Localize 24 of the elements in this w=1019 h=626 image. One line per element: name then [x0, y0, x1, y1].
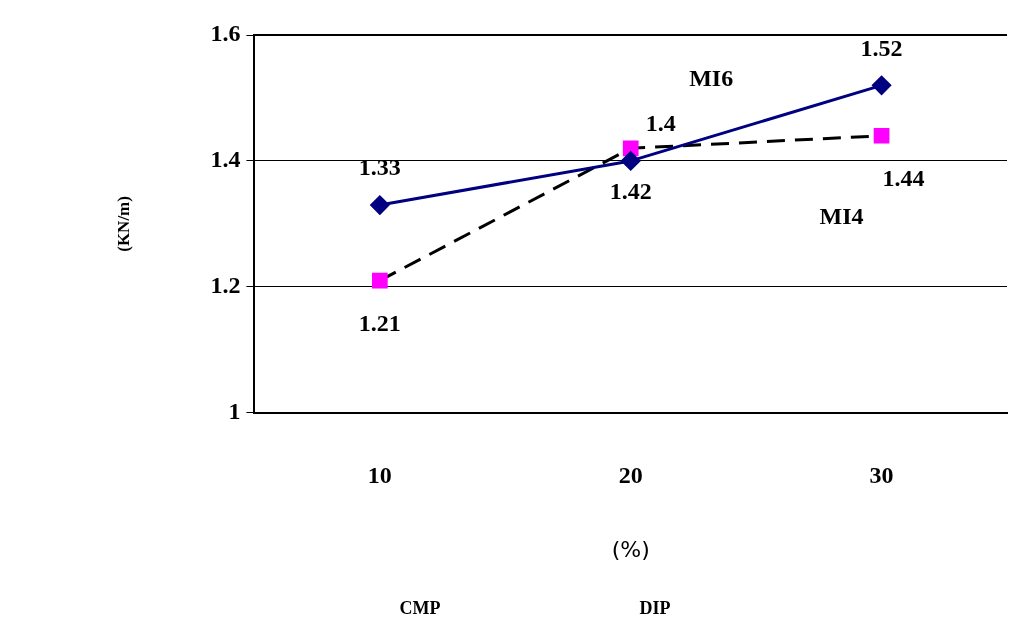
- data-label: 1.52: [860, 34, 903, 61]
- data-label: 1.21: [358, 309, 401, 336]
- data-label: 1.44: [882, 164, 925, 191]
- text: MI4: [819, 202, 864, 229]
- x-tick-label: 10: [367, 462, 392, 489]
- point: [622, 140, 639, 157]
- x-axis-title: (%): [611, 536, 650, 562]
- y-tick-label: 1.2: [210, 272, 241, 299]
- y-tick-label: 1.4: [210, 146, 241, 173]
- point: [872, 75, 892, 95]
- point: [370, 195, 390, 215]
- x-tick-label: 30: [869, 462, 894, 489]
- text: CMP: [399, 598, 441, 619]
- point: [621, 151, 641, 171]
- data-label: 1.42: [609, 177, 652, 204]
- y-axis-title: (KN/m): [113, 196, 133, 252]
- x-tick-label: 20: [618, 462, 643, 489]
- y-tick-label: 1: [228, 398, 241, 424]
- text: DIP: [639, 598, 671, 619]
- series-label: MI6: [689, 65, 734, 92]
- point: [873, 127, 890, 144]
- data-label: 1.4: [645, 110, 676, 137]
- point: [371, 272, 388, 289]
- y-tick-label: 1.6: [210, 20, 241, 47]
